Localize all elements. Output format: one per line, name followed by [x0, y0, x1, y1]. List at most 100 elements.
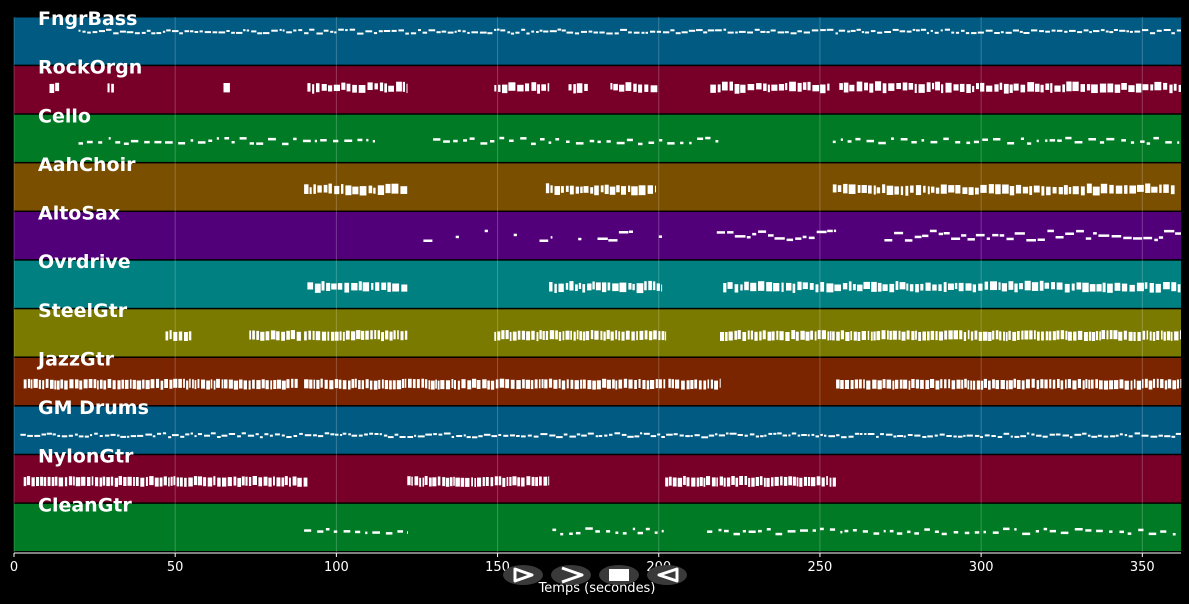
note: [172, 30, 179, 33]
note: [965, 283, 972, 291]
note: [943, 232, 950, 235]
note: [926, 82, 931, 92]
track-name: Ovrdrive: [38, 251, 131, 273]
note: [581, 30, 587, 33]
note: [1043, 527, 1048, 531]
note: [696, 477, 700, 487]
note: [520, 137, 527, 140]
note: [940, 184, 947, 194]
note: [121, 379, 124, 389]
note: [944, 379, 947, 389]
note: [383, 30, 391, 32]
note: [1035, 83, 1040, 92]
note: [973, 140, 979, 144]
note: [686, 477, 690, 487]
note: [983, 530, 986, 534]
note: [160, 380, 164, 390]
note: [618, 331, 621, 341]
note: [863, 281, 870, 290]
note: [505, 379, 510, 389]
note: [1019, 283, 1023, 290]
note: [64, 380, 68, 390]
note: [1027, 82, 1035, 92]
note: [999, 82, 1003, 90]
note: [836, 331, 840, 341]
note: [268, 477, 272, 487]
note: [396, 81, 402, 92]
note: [689, 141, 692, 145]
note: [373, 32, 378, 35]
note: [323, 184, 328, 193]
note: [963, 332, 967, 341]
note: [1052, 187, 1057, 194]
note: [1149, 283, 1154, 293]
note: [237, 477, 241, 487]
note: [46, 432, 52, 435]
note: [308, 330, 311, 340]
note: [1115, 185, 1123, 194]
note: [878, 141, 886, 145]
note: [1128, 331, 1133, 341]
note: [929, 229, 937, 233]
note: [1022, 532, 1031, 536]
note: [304, 331, 307, 341]
note: [471, 31, 478, 34]
note: [790, 32, 797, 35]
note: [854, 379, 858, 389]
note: [1014, 232, 1025, 235]
note: [36, 477, 40, 486]
note: [888, 83, 895, 91]
note: [775, 532, 783, 536]
note: [1144, 282, 1148, 289]
note: [747, 84, 755, 91]
note: [1063, 185, 1068, 195]
note: [622, 532, 627, 535]
note: [126, 31, 134, 34]
note: [940, 29, 943, 32]
forward-button[interactable]: [551, 565, 591, 585]
note: [1008, 330, 1011, 340]
note: [1005, 31, 1012, 34]
note: [213, 476, 216, 486]
note: [1115, 434, 1119, 437]
note: [868, 185, 872, 194]
note: [457, 380, 460, 390]
note: [909, 284, 914, 292]
note: [349, 28, 356, 31]
note: [445, 477, 450, 487]
note: [78, 142, 83, 145]
note: [378, 379, 381, 389]
note: [1141, 379, 1144, 389]
note: [1129, 284, 1135, 292]
stop-button[interactable]: [599, 565, 639, 585]
track-name: AahChoir: [38, 154, 136, 176]
note: [589, 139, 595, 143]
note: [482, 477, 485, 487]
rewind-button[interactable]: [647, 565, 687, 585]
note: [213, 380, 216, 390]
note: [276, 477, 281, 487]
note: [1109, 380, 1114, 390]
note: [980, 82, 985, 92]
note: [935, 81, 940, 91]
note: [810, 330, 813, 340]
note: [746, 236, 751, 239]
note: [1051, 29, 1056, 32]
note: [455, 477, 460, 487]
note: [739, 476, 743, 485]
note: [948, 330, 953, 340]
note: [190, 139, 194, 142]
note: [631, 331, 635, 341]
note: [766, 477, 770, 487]
play-button[interactable]: [503, 565, 543, 585]
note: [298, 29, 303, 32]
note: [1088, 138, 1096, 141]
note: [922, 436, 927, 438]
note: [1045, 139, 1048, 142]
note: [194, 31, 199, 33]
note: [750, 330, 753, 340]
note: [204, 434, 210, 437]
note: [384, 83, 387, 93]
note: [569, 185, 574, 195]
track-lane: [14, 114, 1181, 162]
